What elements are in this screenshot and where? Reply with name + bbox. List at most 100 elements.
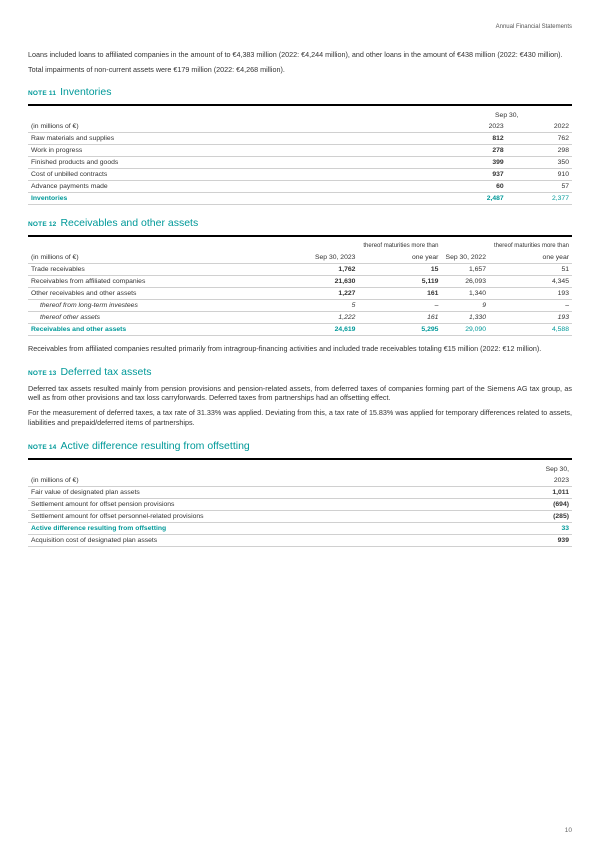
col-c3: Sep 30, 2022 xyxy=(441,252,489,264)
note-11-heading: NOTE 11 Inventories xyxy=(28,86,572,98)
note-11-label: NOTE 11 xyxy=(28,90,56,97)
row-v1: 1,222 xyxy=(311,312,359,324)
row-val-2023: 812 xyxy=(441,133,506,145)
row-val-2022: 350 xyxy=(507,157,572,169)
table-row: Settlement amount for offset pension pro… xyxy=(28,498,572,510)
note-12-title: Receivables and other assets xyxy=(60,217,198,229)
row-label: Receivables from affiliated companies xyxy=(28,276,311,288)
row-val-2022: 910 xyxy=(507,169,572,181)
note-12-para: Receivables from affiliated companies re… xyxy=(28,344,572,354)
row-v3: 1,340 xyxy=(441,288,489,300)
table-row: Fair value of designated plan assets 1,0… xyxy=(28,486,572,498)
col-c2: one year xyxy=(358,252,441,264)
row-label: Raw materials and supplies xyxy=(28,133,441,145)
row-val-2022: 298 xyxy=(507,145,572,157)
row-label: Other receivables and other assets xyxy=(28,288,311,300)
table-row: Raw materials and supplies 812 762 xyxy=(28,133,572,145)
unit-header: (in millions of €) xyxy=(28,121,441,133)
total-label: Inventories xyxy=(28,193,441,205)
row-val-2023: 60 xyxy=(441,181,506,193)
table-row: Other receivables and other assets 1,227… xyxy=(28,288,572,300)
empty-cell xyxy=(28,105,441,121)
row-val: (694) xyxy=(507,498,572,510)
row-v4: – xyxy=(489,300,572,312)
empty-cell xyxy=(28,459,507,475)
table-row: Advance payments made 60 57 xyxy=(28,181,572,193)
period-header: Sep 30, xyxy=(441,105,572,121)
row-label: Finished products and goods xyxy=(28,157,441,169)
row-label: Work in progress xyxy=(28,145,441,157)
col-c1: Sep 30, 2023 xyxy=(311,252,359,264)
row-v2: – xyxy=(358,300,441,312)
offsetting-table: Sep 30, (in millions of €) 2023 Fair val… xyxy=(28,458,572,547)
row-val-2023: 278 xyxy=(441,145,506,157)
row-v3: 9 xyxy=(441,300,489,312)
table-row: thereof from long-term investees 5 – 9 – xyxy=(28,300,572,312)
empty-cell xyxy=(28,236,311,252)
col-2023: 2023 xyxy=(441,121,506,133)
total-label: Active difference resulting from offsett… xyxy=(28,522,507,534)
row-label: Settlement amount for offset pension pro… xyxy=(28,498,507,510)
total-v4: 4,588 xyxy=(489,324,572,336)
col-2023: 2023 xyxy=(507,475,572,487)
note-13-title: Deferred tax assets xyxy=(60,366,151,378)
row-v2: 161 xyxy=(358,288,441,300)
inventories-table: Sep 30, (in millions of €) 2023 2022 Raw… xyxy=(28,104,572,205)
row-val: 1,011 xyxy=(507,486,572,498)
note-13-para-2: For the measurement of deferred taxes, a… xyxy=(28,408,572,427)
note-14-label: NOTE 14 xyxy=(28,444,57,451)
intro-para-2: Total impairments of non-current assets … xyxy=(28,65,572,75)
doc-header: Annual Financial Statements xyxy=(28,24,572,30)
total-2022: 2,377 xyxy=(507,193,572,205)
note-13-para-1: Deferred tax assets resulted mainly from… xyxy=(28,384,572,403)
table-total-row: Receivables and other assets 24,619 5,29… xyxy=(28,324,572,336)
table-total-row: Inventories 2,487 2,377 xyxy=(28,193,572,205)
row-v2: 161 xyxy=(358,312,441,324)
row-v4: 193 xyxy=(489,312,572,324)
receivables-table: thereof maturities more than thereof mat… xyxy=(28,235,572,336)
total-label: Receivables and other assets xyxy=(28,324,311,336)
row-v1: 21,630 xyxy=(311,276,359,288)
table-row: Work in progress 278 298 xyxy=(28,145,572,157)
row-label: Cost of unbilled contracts xyxy=(28,169,441,181)
row-v1: 1,227 xyxy=(311,288,359,300)
table-row: Receivables from affiliated companies 21… xyxy=(28,276,572,288)
note-12-label: NOTE 12 xyxy=(28,221,57,228)
note-11-title: Inventories xyxy=(60,86,111,98)
row-label: Trade receivables xyxy=(28,264,311,276)
table-total-row: Active difference resulting from offsett… xyxy=(28,522,572,534)
unit-header: (in millions of €) xyxy=(28,475,507,487)
row-val-2022: 762 xyxy=(507,133,572,145)
total-v1: 24,619 xyxy=(311,324,359,336)
row-label: thereof other assets xyxy=(28,312,311,324)
table-row: Trade receivables 1,762 15 1,657 51 xyxy=(28,264,572,276)
table-row: thereof other assets 1,222 161 1,330 193 xyxy=(28,312,572,324)
page-number: 10 xyxy=(565,827,572,834)
row-v1: 1,762 xyxy=(311,264,359,276)
row-v2: 5,119 xyxy=(358,276,441,288)
note-13-heading: NOTE 13 Deferred tax assets xyxy=(28,366,572,378)
row-label: Fair value of designated plan assets xyxy=(28,486,507,498)
row-v4: 193 xyxy=(489,288,572,300)
row-val-2022: 57 xyxy=(507,181,572,193)
row-v3: 1,330 xyxy=(441,312,489,324)
row-v4: 51 xyxy=(489,264,572,276)
row-v3: 26,093 xyxy=(441,276,489,288)
note-12-heading: NOTE 12 Receivables and other assets xyxy=(28,217,572,229)
table-row: Acquisition cost of designated plan asse… xyxy=(28,534,572,546)
sub-header-1: thereof maturities more than xyxy=(358,236,441,252)
row-val: 939 xyxy=(507,534,572,546)
row-label: Advance payments made xyxy=(28,181,441,193)
row-label: Acquisition cost of designated plan asse… xyxy=(28,534,507,546)
empty-cell xyxy=(311,236,359,252)
row-label: Settlement amount for offset personnel-r… xyxy=(28,510,507,522)
row-val-2023: 399 xyxy=(441,157,506,169)
col-c4: one year xyxy=(489,252,572,264)
empty-cell xyxy=(441,236,489,252)
total-v3: 29,090 xyxy=(441,324,489,336)
table-row: Settlement amount for offset personnel-r… xyxy=(28,510,572,522)
row-v2: 15 xyxy=(358,264,441,276)
row-v4: 4,345 xyxy=(489,276,572,288)
note-13-label: NOTE 13 xyxy=(28,370,57,377)
total-v2: 5,295 xyxy=(358,324,441,336)
